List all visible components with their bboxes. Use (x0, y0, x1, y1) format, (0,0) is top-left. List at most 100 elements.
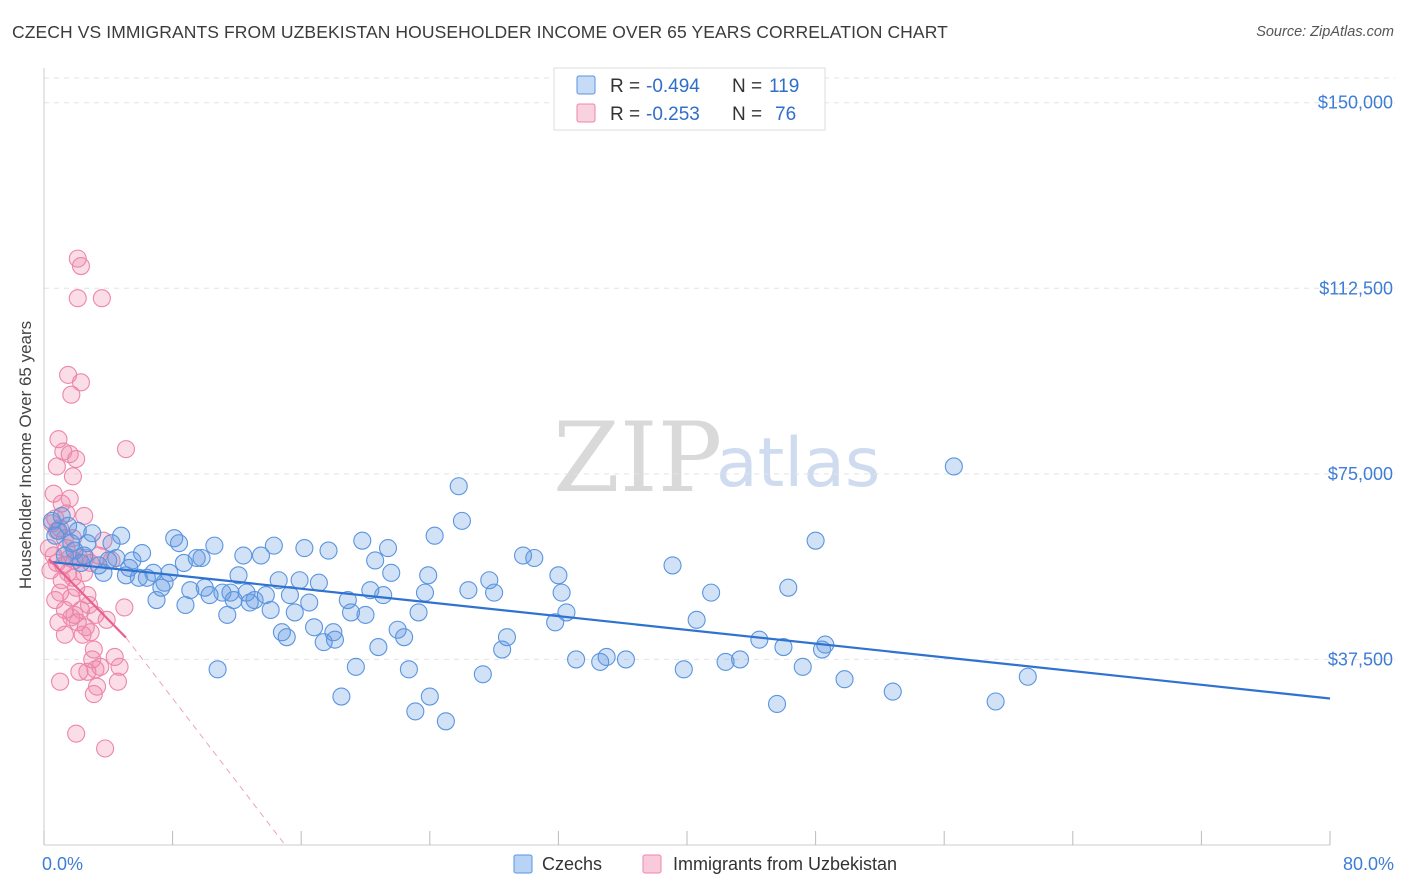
x-tick-label-min: 0.0% (42, 854, 83, 874)
legend-r-label-uzbekistan: R = (610, 104, 640, 125)
czech-point-73 (356, 605, 375, 624)
legend-r-label-czechs: R = (610, 76, 640, 97)
czech-point-79 (382, 563, 401, 582)
czech-point-30 (165, 529, 184, 548)
czech-point-55 (272, 623, 291, 642)
czech-point-61 (300, 593, 319, 612)
czech-point-39 (205, 536, 224, 555)
czech-point-82 (399, 660, 418, 679)
czech-point-84 (409, 603, 428, 622)
czech-point-68 (332, 687, 351, 706)
czech-point-126 (1018, 667, 1037, 686)
czech-point-12 (83, 524, 102, 543)
legend-n-value-czechs: 119 (769, 76, 799, 97)
czech-point-35 (187, 548, 206, 568)
czech-point-2 (49, 521, 68, 540)
y-tick-label-2: $112,500 (1319, 278, 1393, 298)
czech-point-106 (597, 647, 616, 667)
czech-point-114 (750, 630, 769, 649)
legend-box: R = -0.494 N = 119 R = -0.253 N = 76 (553, 67, 826, 131)
czech-point-124 (944, 457, 963, 476)
uzbekistan-point-37 (67, 449, 86, 469)
bottom-legend: Czechs Immigrants from Uzbekistan (513, 854, 897, 874)
watermark: ZIP atlas (553, 402, 880, 514)
uzbekistan-point-55 (79, 595, 99, 615)
czech-point-29 (160, 563, 179, 582)
uzbekistan-trend-line (48, 558, 127, 639)
czech-point-71 (346, 657, 365, 676)
legend-r-value-uzbekistan: -0.253 (646, 104, 700, 125)
uzbekistan-point-38 (67, 724, 86, 743)
czech-point-70 (341, 603, 361, 622)
czech-point-53 (264, 536, 283, 555)
czech-point-117 (779, 578, 798, 597)
czech-point-102 (552, 583, 571, 602)
czech-point-107 (616, 650, 635, 669)
legend-n-label-czechs: N = (732, 76, 762, 97)
czech-point-91 (452, 511, 472, 530)
uzbekistan-point-33 (63, 467, 82, 486)
czech-point-77 (374, 586, 393, 605)
czech-point-110 (687, 610, 706, 629)
czech-point-23 (133, 543, 152, 563)
czech-point-90 (449, 477, 468, 496)
uzbekistan-point-68 (96, 739, 115, 758)
legend-frame (553, 67, 826, 131)
czech-point-93 (473, 665, 492, 684)
legend-r-value-czechs: -0.494 (646, 76, 700, 97)
czech-point-80 (388, 620, 407, 639)
czech-point-34 (181, 581, 200, 600)
bottom-legend-czechs: Czechs (542, 854, 602, 874)
czech-point-31 (169, 534, 189, 553)
uzbekistan-point-29 (62, 385, 81, 404)
uzbekistan-point-41 (68, 289, 87, 308)
axes (43, 68, 1331, 846)
czech-point-66 (324, 623, 343, 642)
czech-point-109 (674, 660, 693, 679)
czech-point-56 (277, 628, 296, 647)
czech-point-60 (295, 539, 314, 558)
czech-point-27 (152, 578, 171, 597)
czech-point-62 (305, 618, 324, 637)
czech-point-65 (319, 541, 338, 560)
x-tick-label-max: 80.0% (1343, 854, 1394, 874)
uzbekistan-point-66 (92, 289, 111, 308)
uzbekistan-point-21 (55, 625, 74, 644)
y-tick-label-3: $150,000 (1318, 93, 1393, 113)
uzbekistan-point-59 (84, 640, 103, 659)
czech-point-67 (325, 630, 345, 649)
legend-n-value-uzbekistan: 76 (775, 104, 796, 125)
czech-point-118 (793, 657, 812, 676)
czech-point-116 (774, 638, 793, 657)
czech-point-83 (406, 702, 425, 721)
czech-point-48 (240, 593, 259, 612)
czech-point-5 (59, 516, 78, 535)
czech-point-95 (485, 583, 504, 602)
legend-swatch-uzbekistan (576, 103, 596, 123)
czech-point-111 (702, 583, 721, 602)
uzbekistan-point-63 (87, 677, 107, 696)
czech-point-54 (269, 571, 288, 590)
source-label: Source: ZipAtlas.com (1256, 24, 1394, 40)
watermark-zip: ZIP (553, 402, 722, 514)
czech-point-3 (52, 506, 71, 525)
czech-point-21 (123, 551, 142, 570)
uzbekistan-point-52 (76, 618, 95, 637)
uzbekistan-point-72 (108, 672, 127, 691)
czech-point-8 (68, 521, 87, 540)
y-tick-label-0: $37,500 (1328, 649, 1393, 669)
uzbekistan-point-75 (116, 440, 136, 459)
czech-point-52 (261, 600, 280, 620)
bottom-legend-swatch-uzbekistan (642, 854, 662, 874)
czech-point-122 (835, 670, 854, 689)
uzbekistan-points (39, 249, 136, 758)
czech-point-92 (459, 581, 478, 600)
czech-point-64 (314, 633, 333, 652)
czech-point-58 (285, 603, 304, 622)
czech-point-72 (353, 531, 372, 550)
trend-lines (48, 558, 1331, 846)
uzbekistan-point-71 (105, 647, 124, 667)
czech-point-45 (229, 566, 248, 585)
x-tick-labels: 0.0% 80.0% (42, 854, 1394, 874)
